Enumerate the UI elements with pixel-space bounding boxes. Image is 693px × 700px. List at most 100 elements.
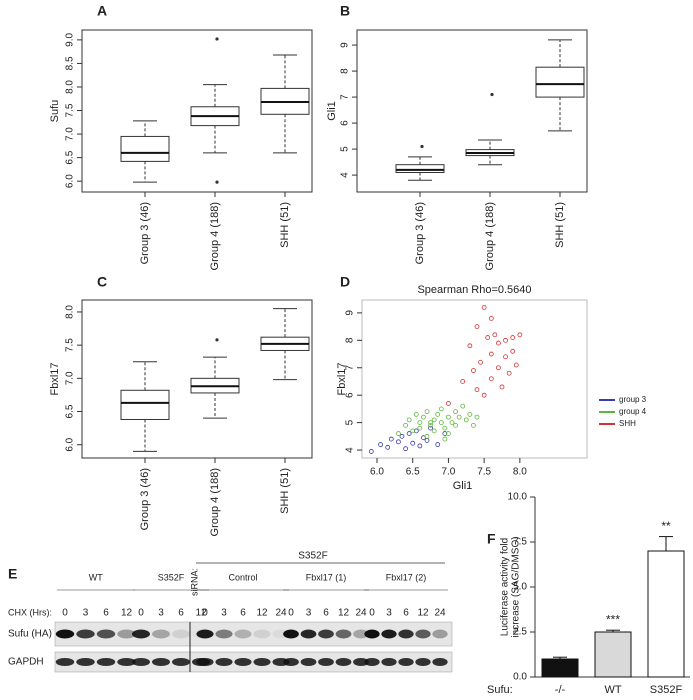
point: [410, 440, 416, 446]
lane-time: 3: [386, 608, 392, 619]
point: [421, 414, 426, 420]
y-tick-label: 6.5: [65, 150, 76, 164]
band: [196, 629, 214, 639]
y-tick-label: 7.5: [513, 537, 527, 548]
y-tick-label: 7.5: [65, 103, 76, 117]
plot-frame: [361, 299, 588, 459]
y-tick-label: 9: [340, 42, 351, 48]
point: [413, 428, 419, 434]
point: [496, 365, 501, 371]
y-axis-label: Gli1: [326, 101, 338, 121]
x-tick-label: Group 3 (46): [139, 468, 151, 530]
outlier: [215, 37, 219, 41]
x-tick-label: SHH (51): [554, 202, 566, 248]
point: [438, 406, 444, 412]
significance-label: ***: [606, 612, 620, 626]
point: [446, 401, 451, 406]
x-axis-label: Gli1: [453, 480, 473, 492]
y-tick-label: 10.0: [508, 492, 528, 503]
significance-label: **: [661, 519, 671, 533]
band: [364, 658, 380, 666]
band: [215, 658, 233, 666]
bar: [594, 631, 632, 678]
lane-time: 0: [288, 608, 294, 619]
point: [417, 425, 423, 431]
x-tick-label: 7.5: [477, 467, 491, 478]
legend-label: group 4: [619, 407, 647, 416]
point: [417, 443, 423, 449]
bar: [647, 550, 685, 678]
x-tick-label: -/-: [555, 684, 566, 696]
y-tick-label: 9: [345, 310, 356, 316]
band: [234, 658, 252, 666]
point: [499, 384, 505, 390]
panel-label: D: [340, 274, 350, 290]
point: [442, 431, 448, 436]
y-axis-label: Fbxl17: [49, 362, 61, 395]
point: [424, 409, 430, 415]
panel-label: C: [97, 274, 107, 290]
point: [438, 420, 444, 426]
y-tick-label: 5: [340, 146, 351, 152]
point: [488, 351, 494, 357]
band: [335, 658, 352, 666]
y-tick-label: 4: [340, 172, 351, 178]
x-tick-label: 6.5: [406, 467, 420, 478]
point: [471, 422, 476, 428]
point: [474, 414, 480, 420]
x-tick-label: 8.0: [513, 467, 527, 478]
outlier: [215, 180, 219, 184]
x-tick-label: S352F: [650, 684, 683, 696]
lane-time: 0: [369, 608, 375, 619]
lane-time: 6: [323, 608, 329, 619]
point: [424, 433, 430, 439]
point: [442, 425, 448, 431]
band: [117, 658, 136, 666]
point: [410, 428, 416, 434]
lane-time: 24: [434, 608, 446, 619]
y-tick-label: 2.5: [513, 627, 527, 638]
y-tick-label: 8.5: [65, 56, 76, 70]
point: [435, 442, 441, 447]
y-tick-label: 7: [345, 365, 356, 371]
panel-label: B: [340, 3, 350, 19]
lane-time: 12: [417, 608, 429, 619]
point: [456, 414, 462, 420]
band: [96, 658, 116, 666]
point: [428, 420, 433, 426]
bar: [541, 658, 579, 678]
lane-time: 0: [62, 608, 68, 619]
lane-time: 24: [275, 608, 287, 619]
band: [398, 658, 414, 666]
band: [335, 629, 352, 639]
y-tick-label: 7: [340, 94, 351, 100]
lane-time: 0: [138, 608, 144, 619]
band: [300, 658, 317, 666]
y-tick-label: 6: [345, 392, 356, 398]
band: [132, 629, 150, 639]
point: [368, 449, 374, 454]
point: [396, 439, 401, 445]
row-label: GAPDH: [8, 657, 44, 668]
x-tick-label: Group 3 (46): [414, 202, 426, 264]
band: [55, 658, 75, 666]
band: [76, 658, 95, 666]
box: [395, 164, 445, 173]
box: [535, 66, 585, 98]
category-title: Sufu:: [487, 684, 513, 696]
lane-time: 3: [306, 608, 312, 619]
point: [503, 337, 508, 343]
point: [510, 348, 516, 354]
lane-time: 6: [240, 608, 246, 619]
lane-time: 0: [202, 608, 208, 619]
lane-time: 24: [355, 608, 367, 619]
band: [283, 629, 299, 639]
point: [481, 392, 487, 398]
lane-time: 12: [338, 608, 350, 619]
panel-label: A: [97, 3, 107, 19]
point: [467, 343, 473, 349]
point: [446, 414, 451, 420]
lane-time: 6: [103, 608, 109, 619]
point: [417, 420, 423, 426]
group-label: S352F: [158, 572, 185, 582]
